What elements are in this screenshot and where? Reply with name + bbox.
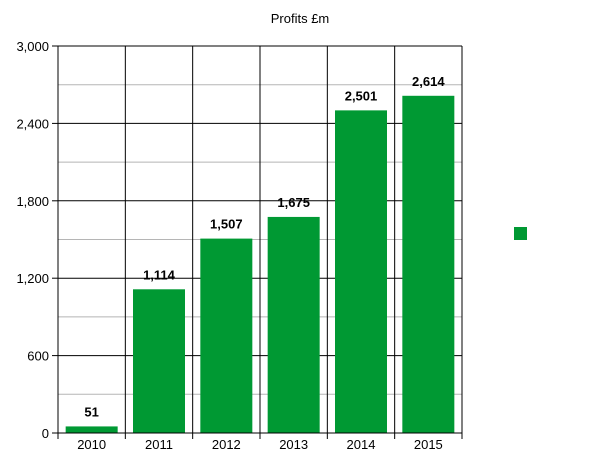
data-label-2015: 2,614 (412, 74, 445, 89)
bar-2014 (335, 110, 387, 433)
data-labels: 51 1,114 1,507 1,675 2,501 2,614 (84, 74, 445, 420)
bar-2015 (402, 95, 455, 433)
bar-2011 (133, 289, 185, 433)
x-tick-label: 2013 (279, 437, 308, 452)
x-tick-label: 2014 (347, 437, 376, 452)
chart-title: Profits £m (271, 11, 330, 26)
data-label-2011: 1,114 (143, 267, 176, 282)
legend (514, 227, 527, 240)
legend-swatch (514, 227, 527, 240)
bars (65, 95, 455, 433)
bar-2010 (65, 426, 118, 433)
axes (52, 45, 462, 434)
x-tick-label: 2015 (414, 437, 443, 452)
y-tick-label: 1,800 (16, 194, 49, 209)
y-tick-label: 1,200 (16, 271, 49, 286)
x-tick-label: 2011 (145, 437, 173, 452)
x-tick-label: 2010 (77, 437, 106, 452)
bar-2013 (267, 216, 320, 433)
x-tick-label: 2012 (212, 437, 241, 452)
bar-2012 (200, 238, 253, 433)
y-tick-label: 3,000 (16, 39, 49, 54)
y-axis-tick-labels: 0 600 1,200 1,800 2,400 3,000 (16, 39, 49, 441)
data-label-2013: 1,675 (277, 195, 310, 210)
y-tick-label: 2,400 (16, 116, 49, 131)
x-axis-tick-labels: 2010 2011 2012 2013 2014 2015 (77, 437, 443, 452)
data-label-2012: 1,507 (210, 217, 243, 232)
category-gridlines (57, 46, 463, 439)
y-tick-label: 600 (27, 349, 49, 364)
y-tick-label: 0 (42, 426, 49, 441)
data-label-2014: 2,501 (345, 88, 378, 103)
data-label-2010: 51 (84, 404, 98, 419)
